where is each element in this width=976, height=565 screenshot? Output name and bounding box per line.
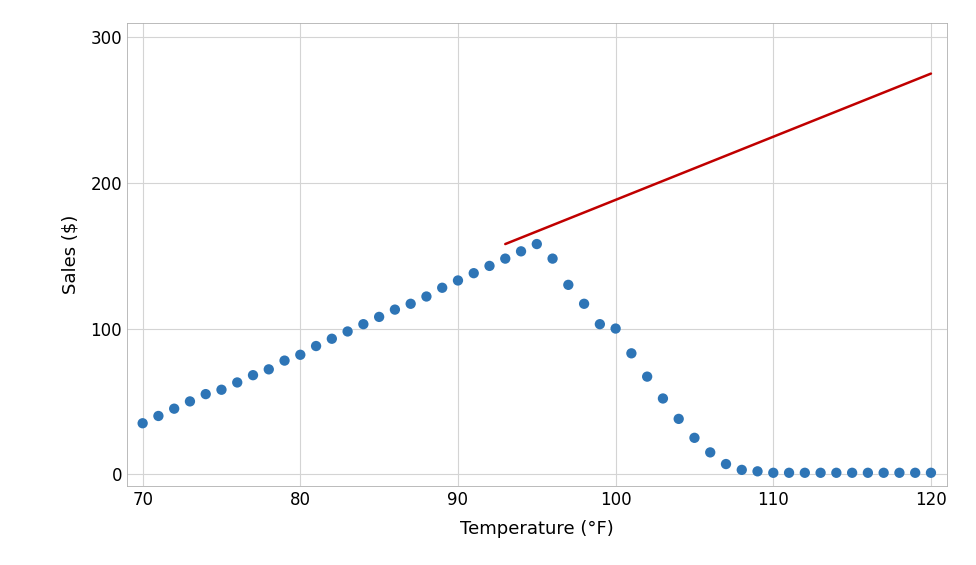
Point — [718, 459, 734, 468]
Point — [135, 419, 150, 428]
Point — [860, 468, 875, 477]
Point — [797, 468, 813, 477]
Point — [655, 394, 671, 403]
Point — [844, 468, 860, 477]
Point — [340, 327, 355, 336]
Point — [875, 468, 891, 477]
Point — [166, 404, 182, 413]
X-axis label: Temperature (°F): Temperature (°F) — [460, 520, 614, 538]
Point — [781, 468, 796, 477]
Point — [198, 390, 214, 399]
Point — [498, 254, 513, 263]
Point — [245, 371, 261, 380]
Point — [229, 378, 245, 387]
Point — [355, 320, 371, 329]
Point — [765, 468, 781, 477]
Point — [183, 397, 198, 406]
Point — [813, 468, 829, 477]
Y-axis label: Sales ($): Sales ($) — [61, 215, 79, 294]
Point — [293, 350, 308, 359]
Point — [624, 349, 639, 358]
Point — [750, 467, 765, 476]
Point — [687, 433, 703, 442]
Point — [592, 320, 608, 329]
Point — [387, 305, 403, 314]
Point — [545, 254, 560, 263]
Point — [576, 299, 591, 308]
Point — [261, 365, 276, 374]
Point — [560, 280, 576, 289]
Point — [308, 341, 324, 350]
Point — [513, 247, 529, 256]
Point — [419, 292, 434, 301]
Point — [829, 468, 844, 477]
Point — [214, 385, 229, 394]
Point — [434, 283, 450, 292]
Point — [608, 324, 624, 333]
Point — [529, 240, 545, 249]
Point — [277, 356, 293, 365]
Point — [403, 299, 419, 308]
Point — [703, 448, 718, 457]
Point — [482, 262, 498, 271]
Point — [639, 372, 655, 381]
Point — [324, 334, 340, 344]
Point — [923, 468, 939, 477]
Point — [671, 414, 686, 423]
Point — [150, 411, 166, 420]
Point — [734, 466, 750, 475]
Point — [892, 468, 908, 477]
Point — [371, 312, 386, 321]
Point — [908, 468, 923, 477]
Point — [466, 269, 481, 278]
Point — [450, 276, 466, 285]
